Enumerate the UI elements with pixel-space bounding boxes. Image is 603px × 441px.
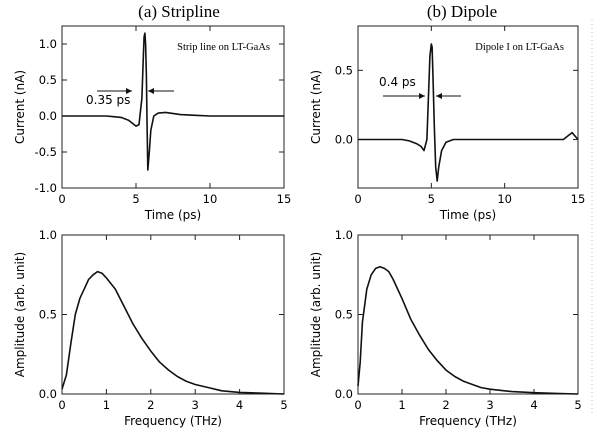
data-line <box>358 43 579 182</box>
y-tick-label: 0.5 <box>335 63 353 77</box>
y-tick-label: 0.5 <box>39 73 57 87</box>
x-tick-label: 0 <box>354 398 361 412</box>
data-line <box>61 270 285 395</box>
y-axis-label: Amplitude (arb. unit) <box>309 252 323 377</box>
data-line <box>62 32 284 171</box>
column-title-b: (b) Dipole <box>427 2 497 21</box>
x-tick-label: 15 <box>571 192 586 206</box>
y-tick-label: -0.5 <box>35 145 57 159</box>
x-tick-label: 1 <box>103 398 110 412</box>
x-tick-label: 5 <box>574 398 581 412</box>
y-tick-label: -1.0 <box>35 181 57 195</box>
x-axis-label: Time (ps) <box>144 208 201 222</box>
panel-dipole-time: 0 5 10 15 0.0 0.5 Time (ps) Current (nA) Dipole … <box>309 25 586 222</box>
x-tick-label: 1 <box>398 398 405 412</box>
x-tick-label: 5 <box>132 192 139 206</box>
x-tick-label: 0 <box>58 192 65 206</box>
panel-stripline-spectrum: 0 1 2 3 4 5 0.0 0.5 1.0 Frequency (THz) Amplitude … <box>13 228 288 428</box>
x-tick-label: 4 <box>236 398 243 412</box>
x-tick-label: 0 <box>354 192 361 206</box>
x-tick-label: 10 <box>203 192 218 206</box>
panel-stripline-time: 0 5 10 15 -1.0 -0.5 0.0 0.5 1.0 Time (ps) Current … <box>13 25 292 222</box>
fwhm-annotation: 0.35 ps <box>86 93 130 107</box>
x-axis-label: Frequency (THz) <box>124 414 222 428</box>
y-axis-label: Amplitude (arb. unit) <box>13 252 27 377</box>
y-tick-label: 1.0 <box>39 37 57 51</box>
data-line <box>357 265 579 395</box>
y-tick-label: 0.0 <box>335 133 353 147</box>
y-tick-label: 0.0 <box>39 109 57 123</box>
y-tick-label: 1.0 <box>39 228 57 242</box>
x-tick-label: 5 <box>280 398 287 412</box>
x-tick-label: 3 <box>192 398 199 412</box>
y-tick-label: 0.5 <box>39 308 57 322</box>
y-tick-label: 0.0 <box>39 387 57 401</box>
x-tick-label: 15 <box>277 192 292 206</box>
x-tick-label: 0 <box>58 398 65 412</box>
y-tick-label: 1.0 <box>335 228 353 242</box>
plot-frame <box>61 25 285 189</box>
series-note: Dipole I on LT-GaAs <box>475 42 564 53</box>
column-title-a: (a) Stripline <box>138 2 220 21</box>
x-tick-label: 3 <box>486 398 493 412</box>
y-tick-label: 0.0 <box>335 387 353 401</box>
y-tick-label: 0.5 <box>335 308 353 322</box>
fwhm-arrowhead-right <box>148 88 154 94</box>
y-axis-label: Current (nA) <box>13 70 27 144</box>
panel-dipole-spectrum: 0 1 2 3 4 5 0.0 0.5 1.0 Frequency (THz) Amplitude … <box>309 228 582 428</box>
x-tick-label: 2 <box>147 398 154 412</box>
x-axis-label: Frequency (THz) <box>419 414 517 428</box>
fwhm-arrowhead-left <box>126 88 132 94</box>
x-tick-label: 4 <box>530 398 537 412</box>
x-tick-label: 5 <box>428 192 435 206</box>
series-note: Strip line on LT-GaAs <box>177 42 270 53</box>
fwhm-arrowhead-left <box>419 93 425 99</box>
x-axis-label: Time (ps) <box>439 208 496 222</box>
fwhm-arrowhead-right <box>436 93 442 99</box>
plot-frame <box>357 25 579 189</box>
x-tick-label: 10 <box>497 192 512 206</box>
x-tick-label: 2 <box>442 398 449 412</box>
y-axis-label: Current (nA) <box>309 70 323 144</box>
fwhm-annotation: 0.4 ps <box>379 75 416 89</box>
